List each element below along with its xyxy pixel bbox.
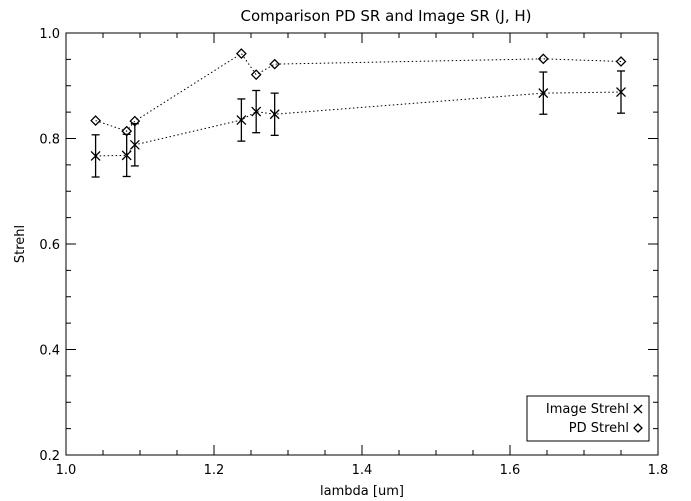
legend-box [526,395,650,442]
legend-marker-pd-strehl [633,423,643,433]
y-axis-label: Strehl [13,225,28,263]
legend-markers [633,404,643,433]
series-line-pd-strehl [95,52,622,132]
x-axis-label: lambda [um] [320,484,404,499]
legend-marker-image-strehl [633,404,643,414]
y-tick-label: 0.6 [39,238,60,253]
data-point-pd-strehl [537,53,549,65]
x-tick-label: 1.8 [648,463,669,478]
x-tick-label: 1.4 [352,463,373,478]
series-pd-strehl [90,48,627,137]
data-point-pd-strehl [129,115,141,127]
data-point-image-strehl [236,115,247,125]
chart-title: Comparison PD SR and Image SR (J, H) [240,7,531,25]
data-point-pd-strehl [90,115,102,126]
data-point-pd-strehl [615,56,627,67]
y-tick-label: 0.8 [39,133,60,148]
legend-label-pd-strehl: PD Strehl [569,421,629,436]
series-layer [90,48,627,178]
data-point-pd-strehl [121,125,133,137]
x-tick-label: 1.2 [204,463,225,478]
axis-tick-labels: 1.0 1.2 1.4 1.6 1.8 0.2 0.4 0.6 0.8 1.0 [39,27,668,478]
legend-label-image-strehl: Image Strehl [546,402,629,417]
data-point-image-strehl [269,109,280,120]
data-point-image-strehl [251,106,262,117]
data-point-image-strehl [538,88,549,99]
y-tick-label: 1.0 [39,27,60,42]
x-tick-label: 1.6 [500,463,521,478]
data-point-image-strehl [616,87,626,98]
data-point-pd-strehl [269,58,281,70]
data-point-pd-strehl [235,48,247,59]
data-point-image-strehl [121,150,132,161]
series-line-image-strehl [95,91,622,157]
x-tick-label: 1.0 [56,463,77,478]
plot-frame [65,32,659,456]
y-tick-label: 0.4 [39,344,60,359]
y-tick-label: 0.2 [39,449,60,464]
data-point-pd-strehl [250,69,262,81]
data-point-image-strehl [90,150,101,161]
axis-ticks [65,32,659,456]
series-image-strehl [90,70,626,178]
legend: Image Strehl PD Strehl [526,395,650,442]
data-point-image-strehl [129,139,140,150]
